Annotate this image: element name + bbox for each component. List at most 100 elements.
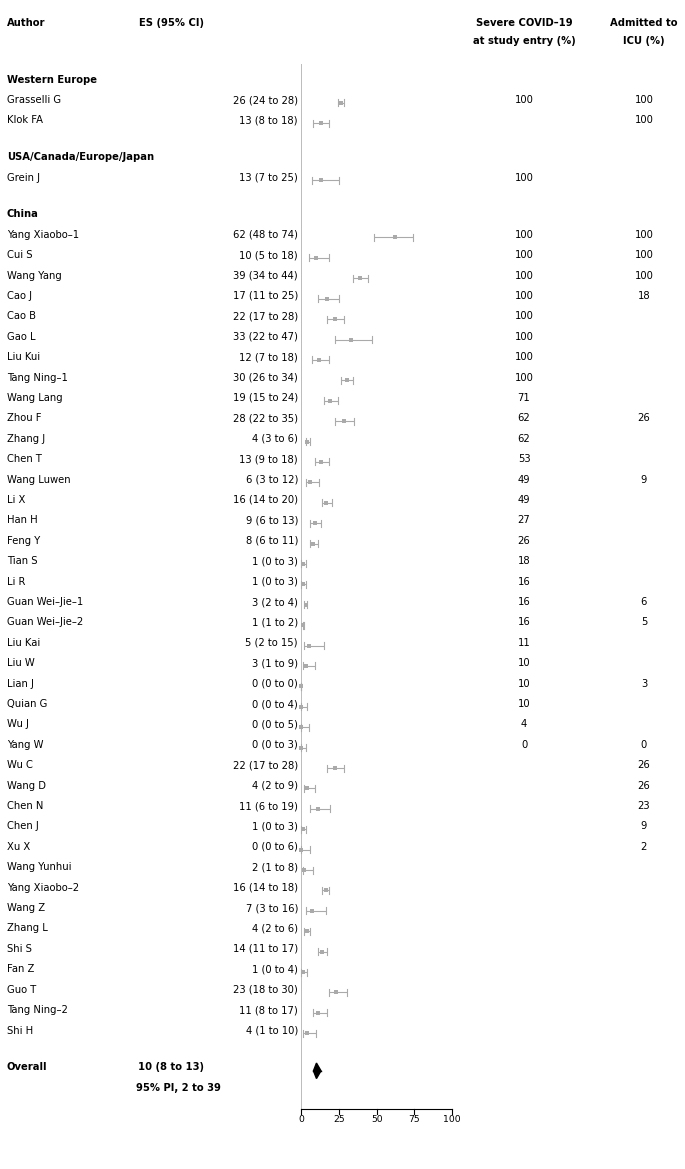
Text: ES (95% CI): ES (95% CI) — [139, 18, 203, 28]
Text: Zhang J: Zhang J — [7, 434, 45, 444]
Text: 26: 26 — [638, 414, 650, 423]
Text: 0: 0 — [299, 1115, 304, 1125]
Text: 23: 23 — [638, 801, 650, 811]
Text: Guo T: Guo T — [7, 984, 36, 995]
Text: 10: 10 — [518, 699, 530, 710]
Text: 26: 26 — [638, 781, 650, 790]
Text: 26 (24 to 28): 26 (24 to 28) — [233, 95, 298, 105]
Text: Yang W: Yang W — [7, 740, 43, 749]
Text: Grasselli G: Grasselli G — [7, 95, 61, 105]
Text: Yang Xiaobo–1: Yang Xiaobo–1 — [7, 230, 79, 240]
Text: 4: 4 — [521, 719, 527, 729]
Text: 100: 100 — [514, 230, 534, 240]
Text: Wang Yang: Wang Yang — [7, 270, 62, 281]
Text: Tian S: Tian S — [7, 556, 38, 566]
Text: 9: 9 — [640, 822, 647, 831]
Text: 6 (3 to 12): 6 (3 to 12) — [246, 475, 298, 485]
Text: 11 (6 to 19): 11 (6 to 19) — [239, 801, 298, 811]
Text: Chen N: Chen N — [7, 801, 43, 811]
Text: Author: Author — [7, 18, 45, 28]
Text: 100: 100 — [514, 250, 534, 261]
Text: Guan Wei–Jie–1: Guan Wei–Jie–1 — [7, 597, 83, 607]
Text: 13 (9 to 18): 13 (9 to 18) — [239, 455, 298, 464]
Text: Wang D: Wang D — [7, 781, 46, 790]
Text: 5: 5 — [640, 617, 647, 628]
Text: 4 (2 to 6): 4 (2 to 6) — [252, 924, 298, 934]
Text: 3: 3 — [640, 679, 647, 689]
Text: Guan Wei–Jie–2: Guan Wei–Jie–2 — [7, 617, 83, 628]
Text: 100: 100 — [514, 270, 534, 281]
Text: 0 (0 to 6): 0 (0 to 6) — [252, 842, 298, 852]
Text: 9 (6 to 13): 9 (6 to 13) — [246, 516, 298, 525]
Text: USA/Canada/Europe/Japan: USA/Canada/Europe/Japan — [7, 152, 154, 162]
Text: 1 (0 to 3): 1 (0 to 3) — [252, 576, 298, 587]
Text: 0: 0 — [640, 740, 647, 749]
Text: 13 (8 to 18): 13 (8 to 18) — [240, 116, 298, 125]
Text: 100: 100 — [634, 230, 653, 240]
Text: Liu Kai: Liu Kai — [7, 638, 40, 648]
Text: Cao B: Cao B — [7, 311, 36, 321]
Text: 16 (14 to 20): 16 (14 to 20) — [233, 494, 298, 505]
Text: 75: 75 — [409, 1115, 420, 1125]
Text: 33 (22 to 47): 33 (22 to 47) — [233, 332, 298, 341]
Text: Wang Z: Wang Z — [7, 904, 45, 913]
Text: 16: 16 — [518, 617, 530, 628]
Text: 100: 100 — [634, 116, 653, 125]
Text: 0 (0 to 0): 0 (0 to 0) — [252, 679, 298, 689]
Text: Western Europe: Western Europe — [7, 75, 97, 84]
Text: Liu Kui: Liu Kui — [7, 352, 40, 362]
Text: 16: 16 — [518, 576, 530, 587]
Text: Admitted to: Admitted to — [610, 18, 677, 28]
Text: Tang Ning–1: Tang Ning–1 — [7, 373, 68, 382]
Text: 2: 2 — [640, 842, 647, 852]
Text: 0 (0 to 5): 0 (0 to 5) — [252, 719, 298, 729]
Text: 14 (11 to 17): 14 (11 to 17) — [233, 943, 298, 954]
Text: 100: 100 — [443, 1115, 461, 1125]
Text: 100: 100 — [514, 311, 534, 321]
Text: 100: 100 — [514, 95, 534, 105]
Text: Shi S: Shi S — [7, 943, 32, 954]
Text: 0: 0 — [521, 740, 527, 749]
Text: 39 (34 to 44): 39 (34 to 44) — [234, 270, 298, 281]
Text: 10 (5 to 18): 10 (5 to 18) — [239, 250, 298, 261]
Text: 28 (22 to 35): 28 (22 to 35) — [233, 414, 298, 423]
Text: 2 (1 to 8): 2 (1 to 8) — [252, 863, 298, 872]
Text: 27: 27 — [518, 516, 530, 525]
Text: 8 (6 to 11): 8 (6 to 11) — [246, 535, 298, 546]
Text: 16 (14 to 18): 16 (14 to 18) — [233, 883, 298, 893]
Text: Overall: Overall — [7, 1063, 47, 1072]
Text: 3 (1 to 9): 3 (1 to 9) — [252, 658, 298, 669]
Text: Klok FA: Klok FA — [7, 116, 43, 125]
Text: 62: 62 — [518, 414, 530, 423]
Text: Wang Luwen: Wang Luwen — [7, 475, 71, 485]
Text: Shi H: Shi H — [7, 1025, 33, 1036]
Text: 100: 100 — [514, 373, 534, 382]
Text: 49: 49 — [518, 494, 530, 505]
Text: Wu C: Wu C — [7, 760, 33, 770]
Text: 7 (3 to 16): 7 (3 to 16) — [246, 904, 298, 913]
Text: 100: 100 — [514, 291, 534, 300]
Text: Cao J: Cao J — [7, 291, 32, 300]
Text: 100: 100 — [634, 95, 653, 105]
Text: 100: 100 — [514, 332, 534, 341]
Text: 4 (1 to 10): 4 (1 to 10) — [246, 1025, 298, 1036]
Text: Tang Ning–2: Tang Ning–2 — [7, 1005, 68, 1015]
Text: 62: 62 — [518, 434, 530, 444]
Text: Liu W: Liu W — [7, 658, 35, 669]
Text: Wang Yunhui: Wang Yunhui — [7, 863, 71, 872]
Text: 0 (0 to 3): 0 (0 to 3) — [252, 740, 298, 749]
Text: Zhou F: Zhou F — [7, 414, 41, 423]
Text: 100: 100 — [634, 250, 653, 261]
Text: 10: 10 — [518, 658, 530, 669]
Text: 62 (48 to 74): 62 (48 to 74) — [233, 230, 298, 240]
Text: 0 (0 to 4): 0 (0 to 4) — [252, 699, 298, 710]
Text: 95% PI, 2 to 39: 95% PI, 2 to 39 — [136, 1082, 221, 1093]
Text: 6: 6 — [640, 597, 647, 607]
Text: 12 (7 to 18): 12 (7 to 18) — [239, 352, 298, 362]
Text: 3 (2 to 4): 3 (2 to 4) — [252, 597, 298, 607]
Text: 1 (0 to 4): 1 (0 to 4) — [252, 964, 298, 974]
Text: Yang Xiaobo–2: Yang Xiaobo–2 — [7, 883, 79, 893]
Text: 9: 9 — [640, 475, 647, 485]
Text: 1 (0 to 3): 1 (0 to 3) — [252, 556, 298, 566]
Text: Severe COVID–19: Severe COVID–19 — [475, 18, 573, 28]
